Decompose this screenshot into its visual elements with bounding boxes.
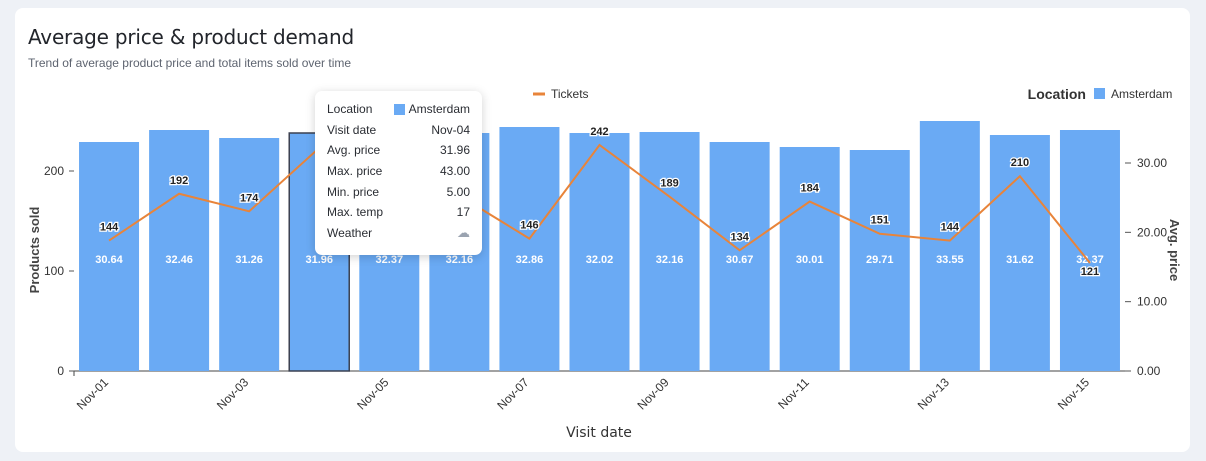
bar-data-label: 32.16 — [656, 254, 684, 266]
x-tick-label: Nov-05 — [354, 375, 391, 412]
tooltip-value: 17 — [456, 205, 470, 220]
bar-data-label: 32.86 — [516, 254, 544, 266]
bar — [499, 127, 560, 371]
tooltip-value: Nov-04 — [431, 122, 470, 137]
y-tick-label: 100 — [44, 264, 64, 278]
bar — [639, 132, 700, 371]
tooltip-value: 5.00 — [446, 184, 470, 199]
y-tick-label: 200 — [44, 164, 64, 178]
tickets-line — [108, 143, 1091, 264]
bar-data-label: 30.01 — [796, 254, 824, 266]
tooltip-location-value: Amsterdam — [393, 102, 470, 117]
bar-data-label: 33.55 — [936, 254, 964, 266]
tooltip-row-avg-price: Avg. price 31.96 — [327, 140, 470, 161]
y2-tick-label: 10.00 — [1137, 295, 1167, 309]
bar — [849, 150, 910, 371]
line-data-label: 151 — [871, 215, 889, 227]
legend-tickets-label: Tickets — [551, 87, 589, 101]
bar — [149, 130, 210, 371]
legend-amsterdam-swatch — [1094, 88, 1105, 99]
bar-data-label: 30.64 — [95, 254, 123, 266]
legend-location-title: Location — [1028, 86, 1086, 102]
cloud-icon: ☁ — [457, 224, 470, 240]
tooltip-key: Min. price — [327, 184, 380, 199]
tooltip-value: 43.00 — [439, 164, 470, 179]
line-data-label: 174 — [240, 192, 259, 204]
x-tick-label: Nov-03 — [214, 375, 251, 412]
line-data-label: 189 — [660, 178, 678, 190]
tooltip-value: 31.96 — [439, 143, 470, 158]
tooltip: Location Amsterdam Visit date Nov-04 Avg… — [315, 91, 482, 255]
tooltip-key: Max. temp — [327, 205, 384, 220]
y-tick-label: 0 — [57, 364, 64, 378]
bar-data-label: 32.16 — [446, 254, 474, 266]
line-data-label: 192 — [170, 175, 188, 187]
line-data-label: 121 — [1081, 266, 1099, 278]
x-tick-label: Nov-13 — [915, 375, 952, 412]
line-data-label: 184 — [801, 183, 820, 195]
tooltip-row-location: Location Amsterdam — [327, 99, 470, 120]
x-axis-title: Visit date — [566, 425, 632, 441]
tooltip-row-max-temp: Max. temp 17 — [327, 202, 470, 223]
tooltip-row-weather: Weather ☁ — [327, 223, 470, 244]
bar-data-label: 31.62 — [1006, 254, 1034, 266]
y2-axis-title: Avg. price — [1167, 219, 1182, 281]
line-data-label: 144 — [941, 222, 960, 234]
bar — [219, 138, 280, 371]
tooltip-swatch — [393, 103, 405, 115]
line-data-label: 144 — [100, 222, 119, 234]
tooltip-key: Max. price — [327, 164, 383, 179]
bar — [779, 147, 840, 371]
y2-tick-label: 30.00 — [1137, 156, 1167, 170]
x-tick-label: Nov-11 — [775, 375, 812, 412]
bar-data-label: 30.67 — [726, 254, 754, 266]
bar — [709, 142, 770, 371]
bar-data-label: 32.02 — [586, 254, 614, 266]
tooltip-key: Weather — [327, 225, 373, 240]
tooltip-key: Avg. price — [327, 143, 381, 158]
tooltip-row-date: Visit date Nov-04 — [327, 120, 470, 141]
y2-tick-label: 0.00 — [1137, 364, 1161, 378]
bar — [79, 142, 140, 371]
line-data-label: 146 — [520, 220, 538, 232]
y-axis-title: Products sold — [27, 207, 42, 294]
y2-tick-label: 20.00 — [1137, 225, 1167, 239]
bar-data-label: 31.26 — [235, 254, 263, 266]
tooltip-row-min-price: Min. price 5.00 — [327, 181, 470, 202]
line-data-label: 210 — [1011, 157, 1029, 169]
tooltip-row-max-price: Max. price 43.00 — [327, 161, 470, 182]
legend-amsterdam-label: Amsterdam — [1111, 87, 1172, 101]
tooltip-key: Location — [327, 102, 373, 117]
bar-data-label: 32.46 — [165, 254, 193, 266]
bar — [989, 135, 1050, 371]
chart-title: Average price & product demand — [28, 25, 354, 49]
bar — [919, 121, 980, 371]
bar — [1059, 130, 1120, 371]
x-tick-label: Nov-15 — [1055, 375, 1092, 412]
bar-data-label: 29.71 — [866, 254, 894, 266]
bar-data-label: 32.37 — [1076, 254, 1104, 266]
bar-data-label: 31.96 — [305, 254, 333, 266]
bar-data-label: 32.37 — [376, 254, 404, 266]
bar — [569, 133, 630, 371]
x-tick-label: Nov-09 — [634, 375, 671, 412]
x-tick-label: Nov-07 — [494, 375, 531, 412]
tooltip-value: Amsterdam — [408, 102, 470, 117]
line-data-label: 242 — [590, 126, 608, 138]
line-data-label: 134 — [730, 231, 749, 243]
x-tick-label: Nov-01 — [74, 375, 111, 412]
chart-subtitle: Trend of average product price and total… — [28, 56, 352, 70]
tooltip-key: Visit date — [327, 122, 377, 137]
